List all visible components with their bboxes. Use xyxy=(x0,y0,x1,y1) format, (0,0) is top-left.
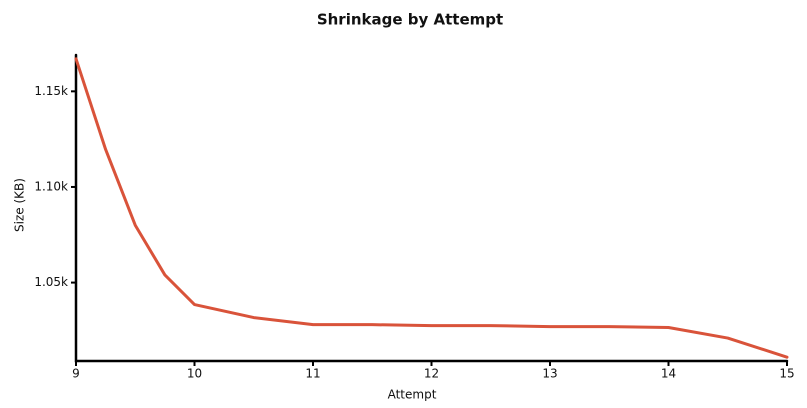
x-tick-label: 11 xyxy=(305,367,320,381)
axes xyxy=(74,53,789,363)
chart-title: Shrinkage by Attempt xyxy=(317,11,503,29)
x-tick-label: 9 xyxy=(72,367,80,381)
y-tick-label: 1.15k xyxy=(34,84,68,98)
x-tick-label: 10 xyxy=(187,367,202,381)
x-tick-label: 14 xyxy=(661,367,676,381)
data-line xyxy=(74,57,789,359)
x-tick-label: 12 xyxy=(424,367,439,381)
y-axis-label: Size (KB) xyxy=(13,178,27,232)
x-tick-label: 13 xyxy=(542,367,557,381)
x-tick-label: 15 xyxy=(779,367,794,381)
y-tick-label: 1.05k xyxy=(34,275,68,289)
y-tick-label: 1.10k xyxy=(34,179,68,193)
x-axis-label: Attempt xyxy=(388,388,437,402)
